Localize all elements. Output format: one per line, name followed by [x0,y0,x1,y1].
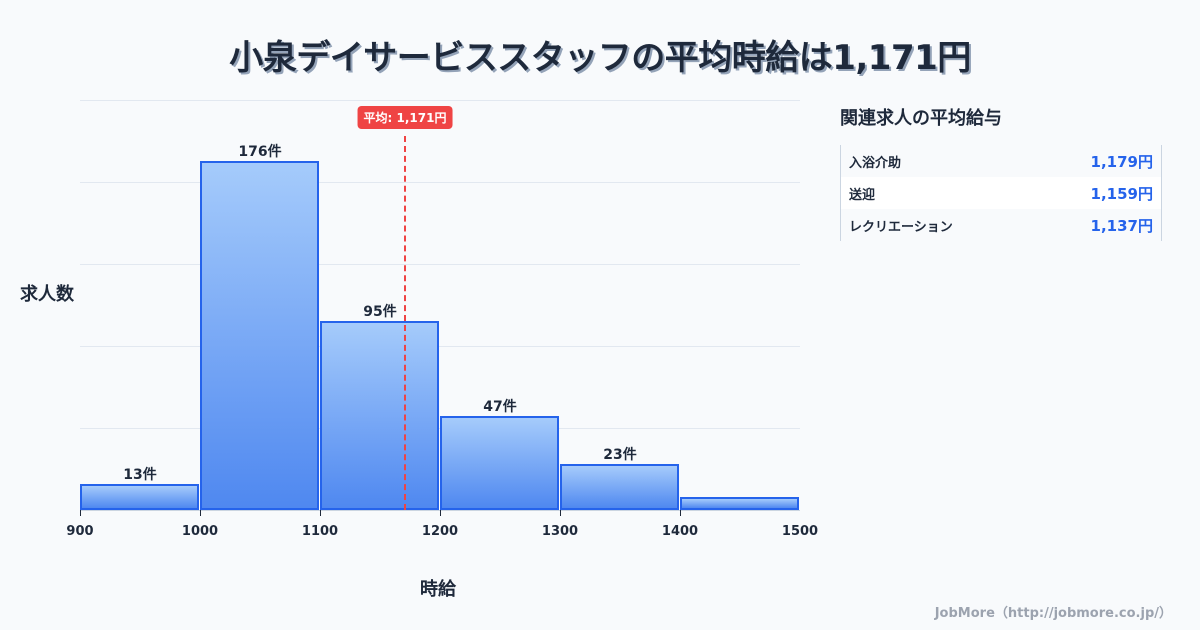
x-tick [200,510,201,516]
gridline [80,346,800,347]
histogram-plot: 13件 176件 95件 47件 23件 900 1000 1100 1200 … [66,100,818,539]
bar-label: 176件 [238,144,282,160]
x-tick-label: 1300 [541,524,579,539]
mean-badge: 平均: 1,171円 [357,106,453,129]
y-axis-label: 求人数 [20,284,74,305]
chart-title: 小泉デイサービススタッフの平均時給は1,171円 [229,38,971,78]
bar-label: 95件 [363,304,397,320]
x-tick [440,510,441,516]
job-wage: 1,159円 [1090,184,1153,203]
bar-label: 13件 [123,467,157,483]
x-tick [680,510,681,516]
related-wages-table: 入浴介助 1,179円 送迎 1,159円 レクリエーション 1,137円 [840,145,1162,241]
x-tick [80,510,81,516]
job-name: レクリエーション [849,219,953,235]
x-tick-label: 1000 [181,524,219,539]
related-wage-row: 入浴介助 1,179円 [841,145,1161,177]
histogram-bar [200,161,319,510]
job-wage: 1,179円 [1090,152,1153,171]
histogram-bar [320,321,439,510]
x-tick-label: 900 [66,524,94,539]
x-tick [560,510,561,516]
histogram-bar [680,497,799,510]
histogram-bar [560,464,679,510]
gridline [80,264,800,265]
mean-line [404,136,406,510]
related-wage-row: レクリエーション 1,137円 [841,209,1161,241]
bar-label: 47件 [483,399,517,415]
job-name: 送迎 [849,187,876,203]
related-wages-title: 関連求人の平均給与 [840,108,1002,129]
x-tick [320,510,321,516]
histogram-bar [80,484,199,510]
gridline [80,182,800,183]
histogram-bar [440,416,559,510]
job-name: 入浴介助 [849,155,902,171]
x-tick-label: 1200 [421,524,459,539]
source-credit: JobMore（http://jobmore.co.jp/） [934,606,1172,621]
related-wage-row: 送迎 1,159円 [841,177,1161,209]
job-wage: 1,137円 [1090,216,1153,235]
gridline [80,100,800,101]
x-tick-label: 1500 [781,524,819,539]
x-tick-label: 1400 [661,524,699,539]
x-tick-label: 1100 [301,524,339,539]
bar-label: 23件 [603,447,637,463]
x-axis-label: 時給 [420,579,456,600]
